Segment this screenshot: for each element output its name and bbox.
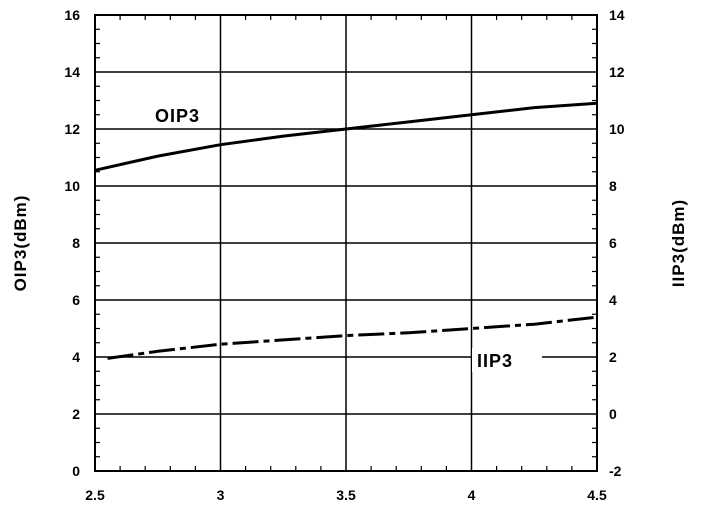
oip3-series-label: OIP3 bbox=[155, 106, 200, 126]
y-tick-label: 0 bbox=[72, 463, 80, 479]
y-tick-label: 14 bbox=[64, 64, 80, 80]
y2-tick-label: 0 bbox=[609, 406, 617, 422]
y-tick-label: 2 bbox=[72, 406, 80, 422]
y2-tick-label: 4 bbox=[609, 292, 617, 308]
series-labels: OIP3 IIP3 bbox=[155, 106, 542, 372]
x-tick-label: 3.5 bbox=[336, 487, 356, 503]
y-tick-label: 6 bbox=[72, 292, 80, 308]
y2-tick-label: 14 bbox=[609, 7, 625, 23]
plot-frame bbox=[94, 14, 598, 472]
y2-axis-tick-labels: -2 0 2 4 6 8 10 12 14 bbox=[609, 7, 625, 479]
oip3-line bbox=[94, 101, 598, 172]
y2-tick-label: 8 bbox=[609, 178, 617, 194]
x-tick-label: 4 bbox=[468, 487, 476, 503]
y2-tick-label: 12 bbox=[609, 64, 625, 80]
y-tick-label: 16 bbox=[64, 7, 80, 23]
x-tick-label: 2.5 bbox=[85, 487, 105, 503]
iip3-series-label: IIP3 bbox=[477, 351, 513, 371]
iip3-label-background bbox=[472, 348, 542, 372]
y-tick-label: 4 bbox=[72, 349, 80, 365]
x-tick-label: 4.5 bbox=[587, 487, 607, 503]
y2-tick-label: 10 bbox=[609, 121, 625, 137]
x-tick-label: 3 bbox=[217, 487, 225, 503]
y-axis-title: OIP3(dBm) bbox=[11, 195, 30, 292]
y2-axis-title: IIP3(dBm) bbox=[669, 199, 688, 287]
x-axis-tick-labels: 2.5 3 3.5 4 4.5 bbox=[85, 487, 607, 503]
y2-tick-label: 2 bbox=[609, 349, 617, 365]
y-tick-label: 10 bbox=[64, 178, 80, 194]
y2-tick-label: 6 bbox=[609, 235, 617, 251]
series-lines bbox=[94, 101, 598, 360]
y-tick-label: 12 bbox=[64, 121, 80, 137]
grid-lines bbox=[95, 15, 597, 471]
y2-tick-label: -2 bbox=[609, 463, 622, 479]
y-tick-label: 8 bbox=[72, 235, 80, 251]
y-axis-tick-labels: 0 2 4 6 8 10 12 14 16 bbox=[64, 7, 80, 479]
